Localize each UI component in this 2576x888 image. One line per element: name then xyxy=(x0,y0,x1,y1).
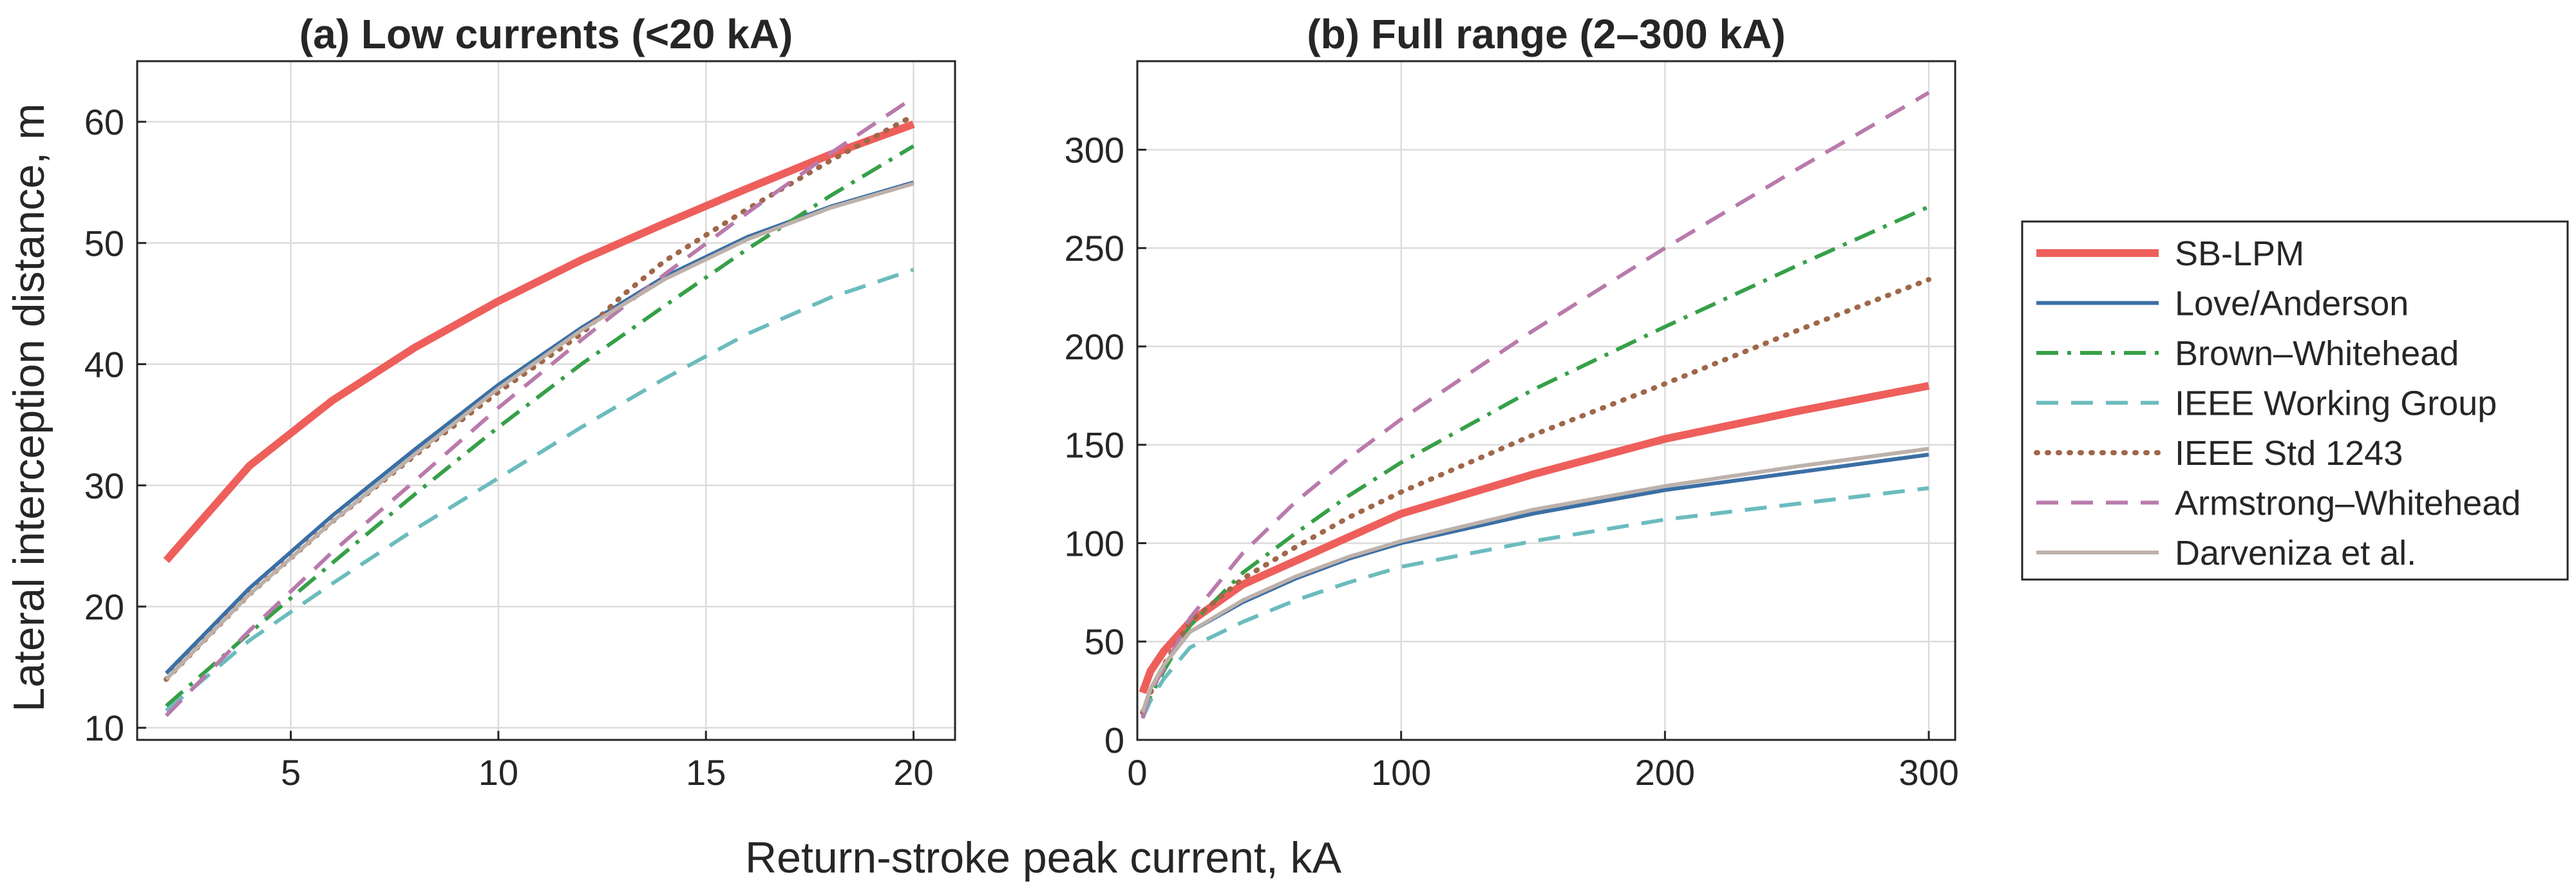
panel-a-y-tick-label-1: 20 xyxy=(84,587,124,627)
panel-a-x-tick-label-3: 20 xyxy=(893,752,933,793)
panel-a-x-tick-label-1: 10 xyxy=(478,752,518,793)
panel-b-x-tick-label-1: 100 xyxy=(1371,752,1431,793)
x-axis-label: Return-stroke peak current, kA xyxy=(745,833,1342,882)
panel-b-x-tick-label-0: 0 xyxy=(1127,752,1147,793)
panel-a-y-tick-label-4: 50 xyxy=(84,223,124,263)
legend-label-2: Brown–Whitehead xyxy=(2175,334,2459,373)
legend: SB-LPM Love/Anderson Brown–Whitehead IEEE W… xyxy=(2021,220,2569,581)
panel-a-y-tick-label-5: 60 xyxy=(84,102,124,142)
legend-label-3: IEEE Working Group xyxy=(2175,384,2497,423)
panel-b-series-sb-lpm xyxy=(1139,382,1930,694)
panel-a-low-currents: 5 10 15 20 10 20 30 40 50 60 (a) Low currents (<20… xyxy=(84,11,956,793)
legend-label-1: Love/Anderson xyxy=(2175,285,2409,323)
panel-a-y-tick-label-3: 40 xyxy=(84,345,124,385)
panel-b-y-tick-label-0: 0 xyxy=(1104,720,1124,760)
panel-a-series-sb-lpm xyxy=(163,120,915,563)
panel-b-series-brown-whitehead xyxy=(1141,205,1930,717)
panel-b-series-ieee-working-group xyxy=(1141,486,1929,719)
panel-a-y-tick-label-0: 10 xyxy=(84,708,124,748)
panel-b-y-tick-label-4: 200 xyxy=(1065,326,1124,367)
panel-b-series-ieee-std-1243 xyxy=(1140,277,1931,715)
panel-a-series-love-anderson xyxy=(164,180,914,675)
panel-a-x-tick-label-0: 5 xyxy=(281,752,301,793)
legend-box xyxy=(2021,220,2569,581)
panel-a-series-armstrong-whitehead xyxy=(164,96,915,717)
panel-a-y-tick-label-2: 30 xyxy=(84,466,124,506)
legend-label-6: Darveniza et al. xyxy=(2175,534,2416,572)
panel-a-x-tick-label-2: 15 xyxy=(686,752,726,793)
panel-b-title: (b) Full range (2–300 kA) xyxy=(1307,11,1785,57)
panel-a-axes-frame xyxy=(136,60,956,741)
panel-b-x-tick-label-2: 200 xyxy=(1635,752,1695,793)
panel-a-series-group xyxy=(163,96,916,717)
panel-b-y-tick-label-3: 150 xyxy=(1065,425,1124,466)
panel-b-series-group xyxy=(1139,91,1931,719)
legend-label-5: Armstrong–Whitehead xyxy=(2175,484,2521,523)
legend-label-0: SB-LPM xyxy=(2175,234,2304,273)
panel-b-full-range: 0 100 200 300 0 50 100 150 200 250 300 (b) Full ran… xyxy=(1065,11,1959,793)
panel-a-series-ieee-working-group xyxy=(165,267,914,713)
panel-b-axes-frame xyxy=(1136,60,1956,741)
legend-label-4: IEEE Std 1243 xyxy=(2175,434,2403,473)
panel-b-y-tick-label-1: 50 xyxy=(1084,621,1124,662)
panel-a-series-darveniza-et-al- xyxy=(164,182,914,681)
y-axis-label: Lateral interception distance, m xyxy=(5,104,53,712)
panel-a-title: (a) Low currents (<20 kA) xyxy=(299,11,793,57)
panel-b-series-darveniza-et-al- xyxy=(1141,446,1929,713)
panel-b-y-tick-label-6: 300 xyxy=(1065,129,1124,170)
panel-b-x-tick-label-3: 300 xyxy=(1899,752,1958,793)
panel-b-y-tick-label-5: 250 xyxy=(1065,228,1124,269)
panel-b-series-love-anderson xyxy=(1141,453,1929,713)
panel-b-y-tick-label-2: 100 xyxy=(1065,523,1124,563)
